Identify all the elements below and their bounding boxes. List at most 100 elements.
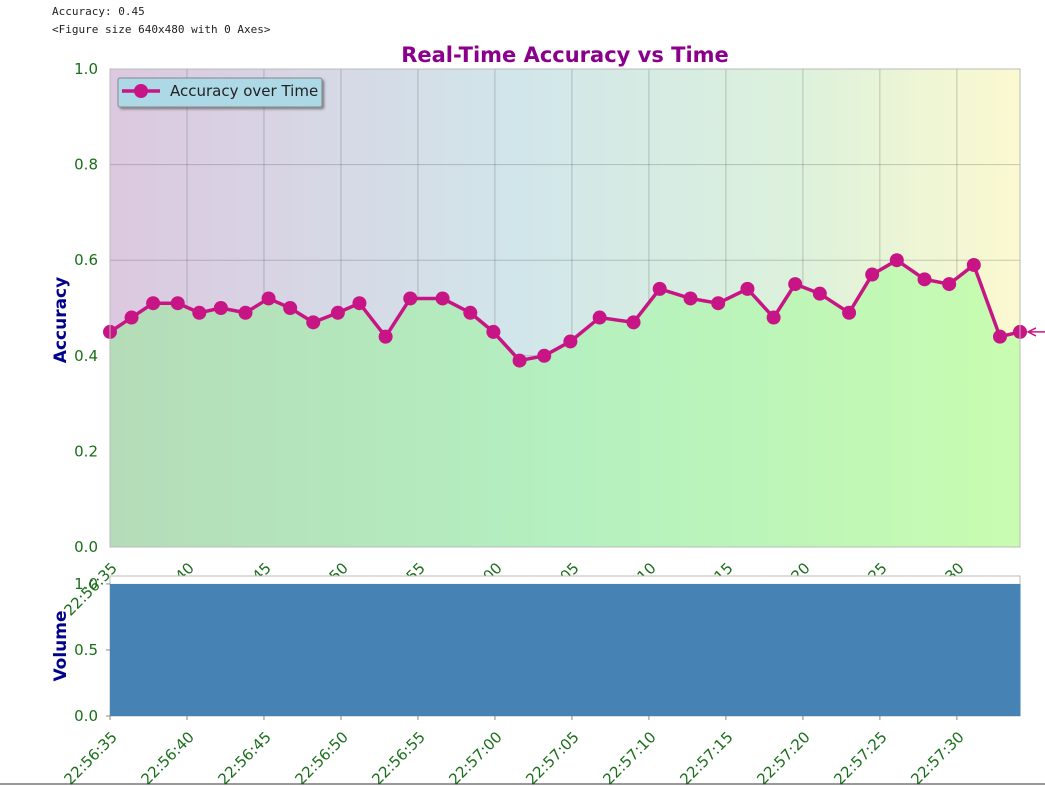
bar xyxy=(531,583,558,716)
bar xyxy=(325,583,350,716)
point xyxy=(563,334,578,349)
point xyxy=(238,305,253,320)
point xyxy=(942,277,957,292)
point xyxy=(378,329,393,344)
bar xyxy=(165,583,190,716)
bar xyxy=(142,583,166,716)
point xyxy=(740,281,755,296)
bar xyxy=(675,583,705,716)
x-tick-label: 22:56:50 xyxy=(291,728,351,786)
legend-label: Accuracy over Time xyxy=(170,82,318,100)
bar xyxy=(616,583,648,716)
y-axis-label: Volume xyxy=(51,610,71,681)
bar xyxy=(301,583,327,716)
chart-title: Real-Time Accuracy vs Time xyxy=(401,43,729,67)
volume-panel: 0.0 0.5 1.0 22:56:35 22:56:40 22:56:45 22:56:5… xyxy=(51,575,1021,786)
console-line: <Figure size 640x480 with 0 Axes> xyxy=(52,23,271,36)
point xyxy=(711,296,726,311)
bar xyxy=(120,583,143,716)
x-tick-label: 22:57:20 xyxy=(753,728,813,786)
bar xyxy=(210,583,234,716)
x-tick-label: 22:57:00 xyxy=(445,728,505,786)
bar xyxy=(910,583,938,716)
point xyxy=(592,310,607,325)
bar xyxy=(732,583,762,716)
legend-box xyxy=(117,77,323,108)
bar xyxy=(807,583,835,716)
bar xyxy=(426,583,457,716)
point xyxy=(463,305,478,320)
point xyxy=(992,329,1007,344)
point xyxy=(213,301,228,315)
point xyxy=(486,324,501,339)
bar xyxy=(506,583,533,716)
point xyxy=(766,310,781,325)
y-tick-label: 1.0 xyxy=(74,575,98,593)
bar xyxy=(646,583,676,716)
console-line: Accuracy: 0.45 xyxy=(52,5,145,18)
x-tick-label: 22:56:40 xyxy=(137,728,197,786)
bar xyxy=(784,583,809,716)
bar xyxy=(348,583,374,716)
bar xyxy=(397,583,427,716)
y-tick-label: 0.0 xyxy=(74,707,98,725)
y-tick-label: 0.8 xyxy=(74,156,98,174)
bar xyxy=(585,583,618,716)
x-tick-label: 22:57:25 xyxy=(830,728,890,786)
point xyxy=(889,253,904,268)
bar xyxy=(257,583,280,716)
x-tick-label: 22:56:55 xyxy=(368,728,428,786)
point xyxy=(146,296,161,311)
bar xyxy=(456,583,483,716)
x-tick-label: 22:57:10 xyxy=(599,728,659,786)
point xyxy=(842,305,857,320)
point xyxy=(683,291,698,306)
bar xyxy=(961,583,988,716)
bar xyxy=(279,583,303,716)
point xyxy=(626,315,641,330)
point xyxy=(124,310,139,325)
y-tick-label: 0.5 xyxy=(74,641,98,659)
point xyxy=(512,353,527,368)
bar xyxy=(481,583,507,716)
legend-marker xyxy=(134,84,148,98)
bar xyxy=(986,583,1011,716)
point xyxy=(435,291,450,306)
point xyxy=(352,296,367,311)
point xyxy=(865,267,880,282)
bar xyxy=(372,583,399,716)
point xyxy=(330,305,345,320)
y-tick-label: 1.0 xyxy=(74,60,98,78)
plot-frame xyxy=(109,68,1021,548)
point xyxy=(261,291,276,306)
y-tick-label: 0.0 xyxy=(74,538,98,556)
x-tick-label: 22:56:45 xyxy=(214,728,274,786)
bar xyxy=(1009,583,1021,716)
bar xyxy=(110,583,122,716)
annotation-arrow xyxy=(1026,327,1045,337)
x-tick-label: 22:57:05 xyxy=(522,728,582,786)
x-tick-label: 22:57:30 xyxy=(907,728,967,786)
point xyxy=(170,296,185,311)
point xyxy=(652,281,667,296)
area xyxy=(110,260,1020,547)
point xyxy=(306,315,321,330)
bar xyxy=(557,583,586,716)
y-axis-label: Accuracy xyxy=(51,277,71,363)
bar xyxy=(860,583,886,716)
bar xyxy=(834,583,862,716)
point xyxy=(283,301,298,315)
point xyxy=(403,291,418,306)
bar xyxy=(188,583,211,716)
y-tick-label: 0.2 xyxy=(74,442,98,460)
point xyxy=(966,257,981,272)
bar xyxy=(704,583,734,716)
point xyxy=(537,348,552,363)
bar xyxy=(884,583,912,716)
bar xyxy=(233,583,258,716)
x-tick-label: 22:57:15 xyxy=(676,728,736,786)
y-tick-label: 0.4 xyxy=(74,347,98,365)
point xyxy=(788,277,803,292)
